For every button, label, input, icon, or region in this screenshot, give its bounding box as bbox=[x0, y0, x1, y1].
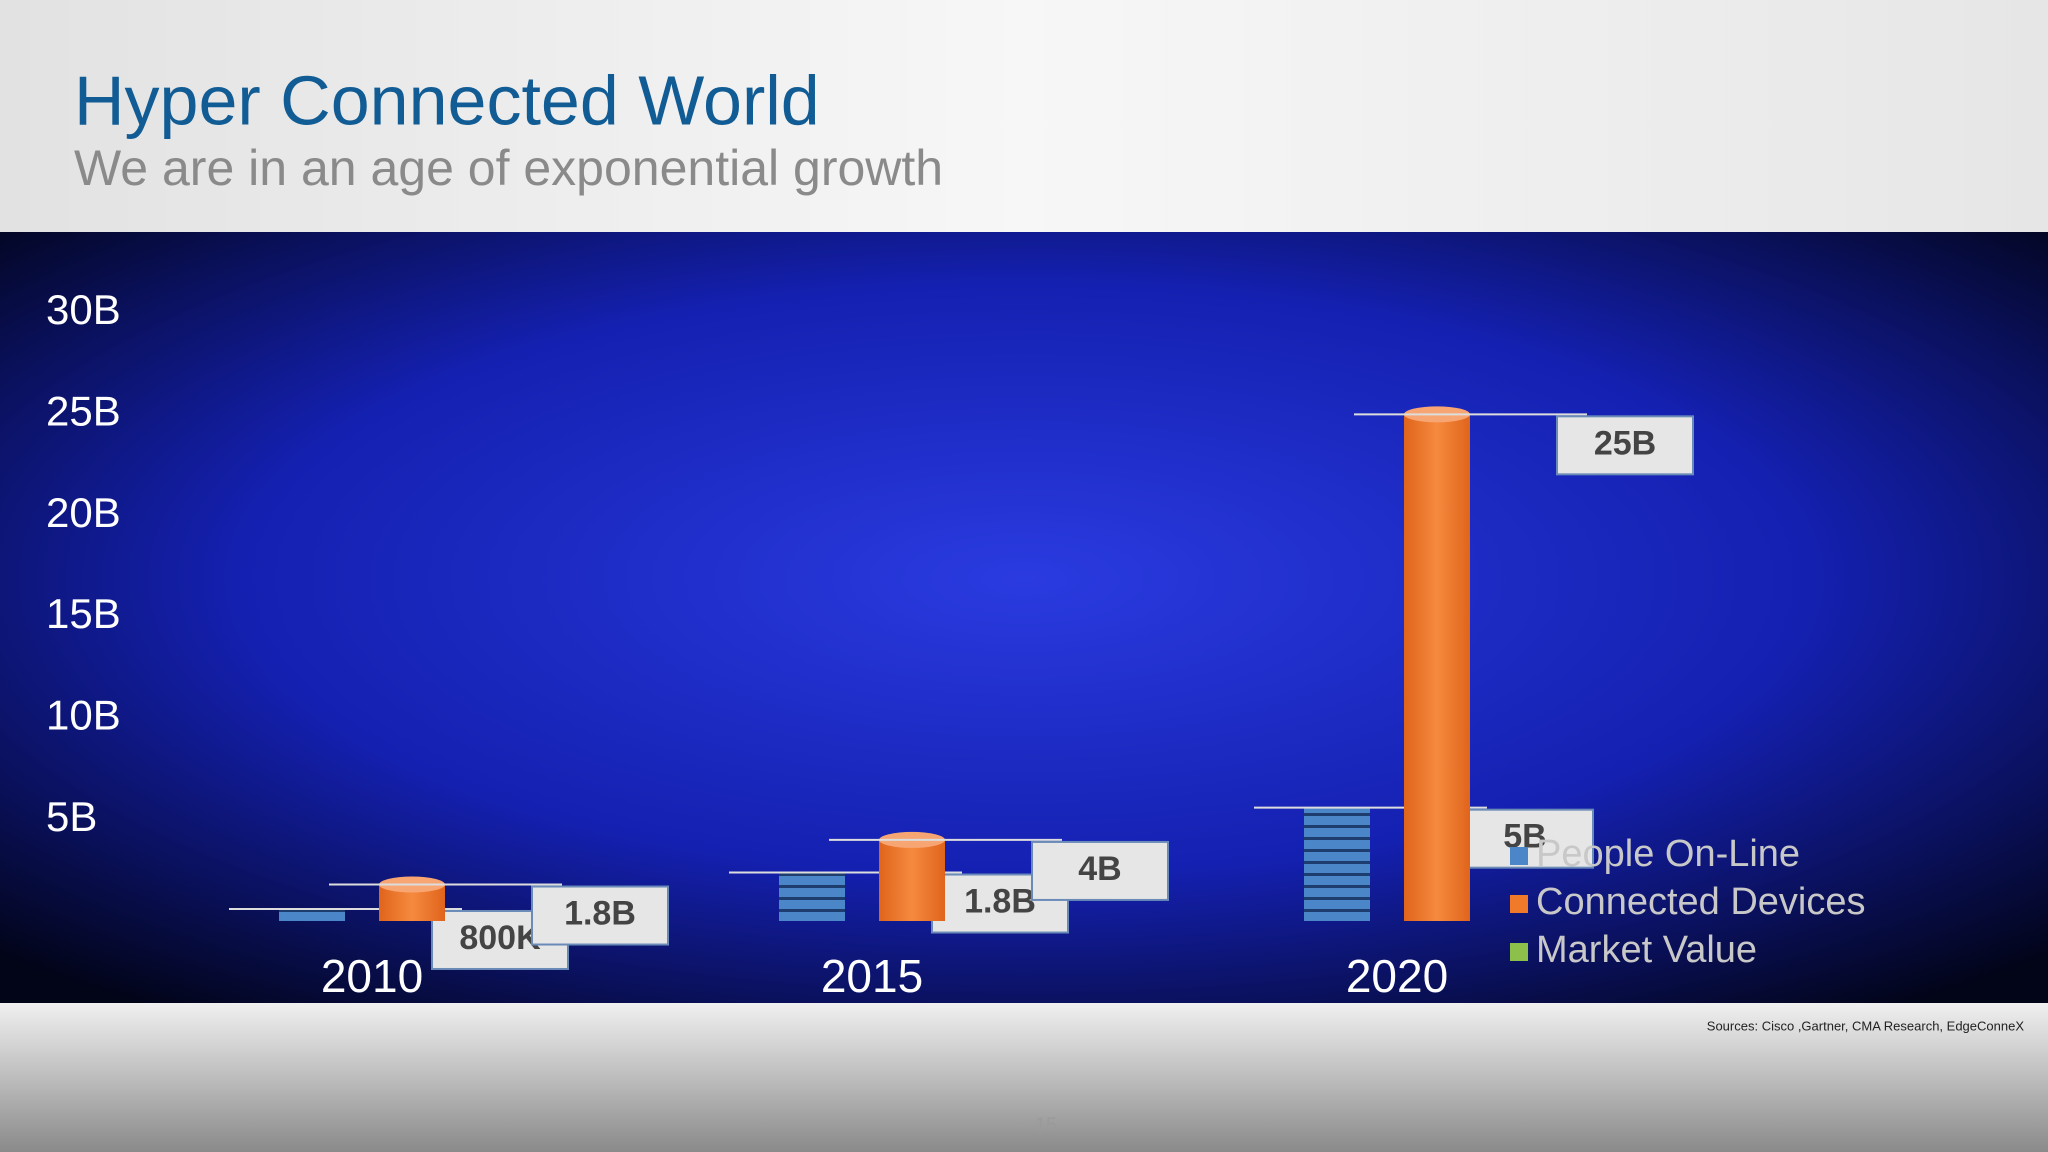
source-note: Sources: Cisco ,Gartner, CMA Research, E… bbox=[1707, 1018, 2025, 1033]
legend-label: Market Value bbox=[1536, 929, 1757, 971]
data-label: 800K bbox=[459, 919, 541, 957]
data-label: 1.8B bbox=[964, 883, 1036, 921]
x-tick-label: 2010 bbox=[321, 950, 423, 1002]
legend-swatch bbox=[1510, 895, 1528, 913]
y-tick-label: 20B bbox=[46, 489, 121, 536]
x-tick-label: 2015 bbox=[821, 950, 923, 1002]
bar bbox=[279, 908, 345, 921]
legend-swatch bbox=[1510, 847, 1528, 865]
y-tick-label: 25B bbox=[46, 387, 121, 434]
data-label: 1.8B bbox=[564, 895, 636, 933]
page-number: 15 bbox=[1035, 1114, 1057, 1136]
y-tick-label: 15B bbox=[46, 590, 121, 637]
legend-swatch bbox=[1510, 943, 1528, 961]
data-label: 4B bbox=[1078, 850, 1121, 888]
slide-title: Hyper Connected World bbox=[74, 61, 820, 139]
data-label-box bbox=[1031, 840, 1169, 901]
legend-label: Connected Devices bbox=[1536, 881, 1866, 923]
slide-subtitle: We are in an age of exponential growth bbox=[74, 140, 943, 196]
data-label-box bbox=[531, 885, 669, 946]
chart: 5B10B15B20B25B30B800K1.8B20101.8B4B20155… bbox=[46, 286, 1866, 1002]
bar bbox=[1404, 414, 1470, 921]
data-label: 25B bbox=[1594, 424, 1656, 462]
bar bbox=[779, 872, 845, 921]
bar bbox=[1304, 807, 1370, 921]
bar bbox=[879, 839, 945, 921]
legend-label: People On-Line bbox=[1536, 833, 1800, 875]
footer-bg bbox=[0, 1003, 2048, 1152]
data-label-box bbox=[1556, 415, 1694, 476]
y-tick-label: 5B bbox=[46, 793, 97, 840]
y-tick-label: 10B bbox=[46, 691, 121, 738]
y-tick-label: 30B bbox=[46, 286, 121, 333]
x-tick-label: 2020 bbox=[1346, 950, 1448, 1002]
header-bg bbox=[0, 0, 2048, 232]
